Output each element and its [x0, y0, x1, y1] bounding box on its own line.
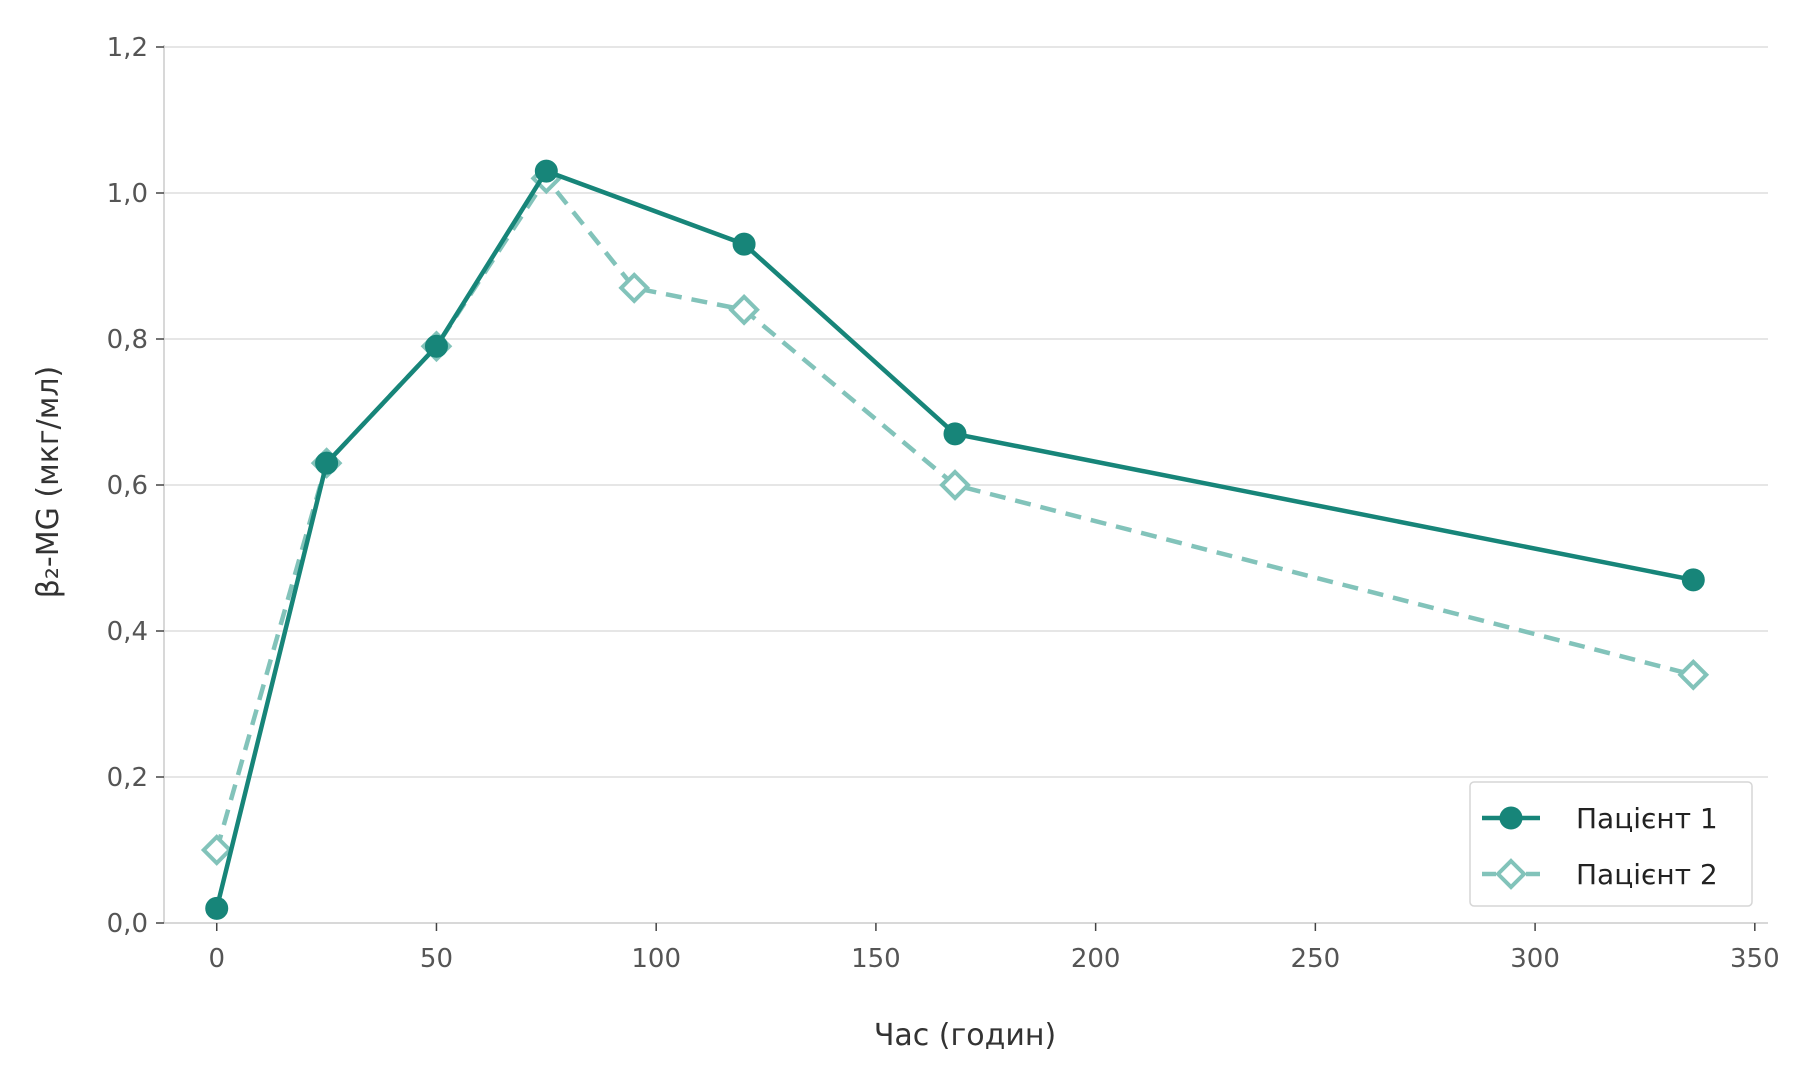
- legend-item-2: Пацієнт 2: [1482, 858, 1718, 891]
- series-2-point: [200, 834, 233, 866]
- series-1-point: [424, 334, 448, 358]
- y-tick-label: 0,2: [107, 763, 148, 793]
- series-2: [200, 162, 1710, 866]
- x-tick-label: 50: [420, 944, 453, 974]
- series-1-point: [943, 422, 967, 446]
- y-tick-label: 0,4: [107, 617, 148, 647]
- series-1-point: [534, 159, 558, 183]
- data-series: [200, 159, 1710, 920]
- series-1-point: [1681, 568, 1705, 592]
- series-1-point: [732, 232, 756, 256]
- series-1: [205, 159, 1705, 920]
- y-tick-label: 1,0: [107, 179, 148, 209]
- x-tick-label: 150: [851, 944, 901, 974]
- x-tick-label: 100: [631, 944, 681, 974]
- x-tick-label: 250: [1291, 944, 1341, 974]
- axis-ticks: 0,0 0,2 0,4 0,6 0,8 1,0 1,2 0 50 100 150 200 250 300 3…: [107, 33, 1780, 974]
- legend-marker: [1499, 806, 1523, 830]
- legend-label: Пацієнт 2: [1576, 858, 1718, 891]
- y-tick-label: 1,2: [107, 33, 148, 63]
- legend: Пацієнт 1 Пацієнт 2: [1469, 781, 1753, 907]
- series-2-point: [1677, 658, 1710, 691]
- legend-items: Пацієнт 1 Пацієнт 2: [1482, 802, 1718, 891]
- legend-item-1: Пацієнт 1: [1482, 802, 1718, 835]
- series-2-point: [618, 272, 651, 304]
- legend-marker: [1495, 858, 1527, 890]
- series-1-point: [205, 896, 229, 920]
- x-tick-label: 200: [1071, 944, 1121, 974]
- legend-box: [1469, 781, 1753, 907]
- series-1-point: [315, 451, 339, 475]
- y-tick-label: 0,8: [107, 325, 148, 355]
- x-axis-title: Час (годин): [874, 1018, 1056, 1053]
- grid-lines: [164, 46, 1768, 778]
- x-tick-label: 300: [1510, 944, 1560, 974]
- x-tick-label: 350: [1730, 944, 1780, 974]
- series-2-point: [728, 293, 760, 326]
- series-2-line: [214, 176, 1694, 851]
- series-2-point: [939, 469, 971, 501]
- y-tick-label: 0,0: [107, 909, 148, 939]
- x-tick-label: 0: [208, 944, 225, 974]
- y-axis-title: β₂-MG (мкг/мл): [31, 366, 66, 599]
- y-tick-label: 0,6: [107, 471, 148, 501]
- legend-label: Пацієнт 1: [1576, 802, 1718, 835]
